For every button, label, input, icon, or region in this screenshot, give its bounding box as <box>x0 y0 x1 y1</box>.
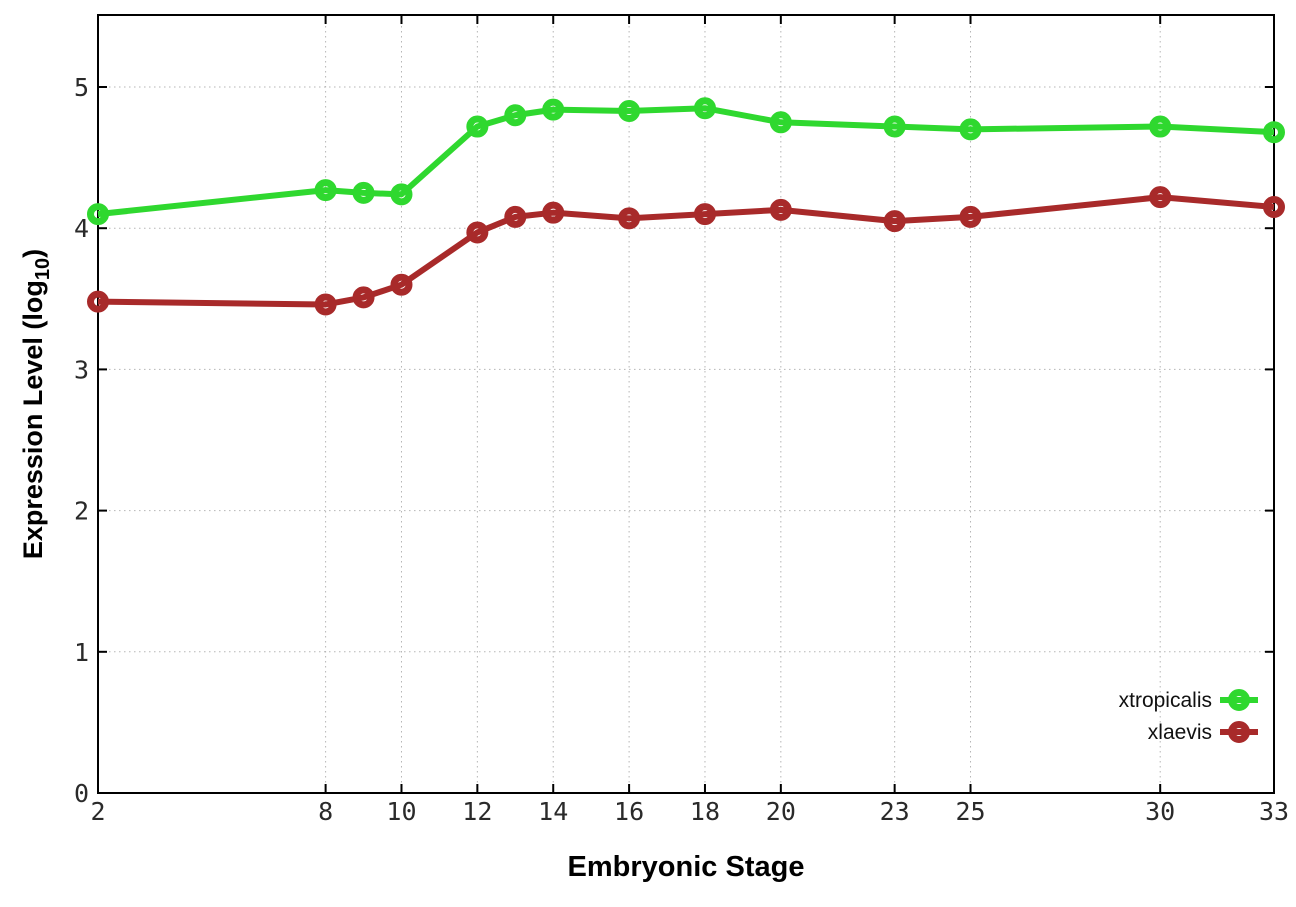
data-point-xtropicalis <box>352 181 375 204</box>
y-tick-label: 3 <box>74 355 89 384</box>
x-tick-label: 8 <box>318 797 333 826</box>
data-point-xlaevis <box>883 210 906 233</box>
x-tick-label: 14 <box>538 797 568 826</box>
plot-border <box>97 14 1275 794</box>
data-point-xlaevis <box>466 221 489 244</box>
data-point-xtropicalis <box>693 97 716 120</box>
legend-sample-marker-xtropicalis <box>1228 689 1250 711</box>
y-tick-label: 0 <box>74 779 89 808</box>
x-tick-label: 20 <box>766 797 796 826</box>
data-point-xlaevis <box>314 293 337 316</box>
data-point-xlaevis <box>504 205 527 228</box>
x-tick-label: 33 <box>1259 797 1289 826</box>
x-tick-label: 12 <box>462 797 492 826</box>
x-axis-title: Embryonic Stage <box>568 851 805 883</box>
y-axis-title-subscript: 10 <box>32 258 54 280</box>
data-point-xlaevis <box>87 290 109 313</box>
series-line-xlaevis <box>97 194 1275 308</box>
data-point-xtropicalis <box>1149 115 1172 138</box>
data-point-xtropicalis <box>1263 121 1285 144</box>
legend-label-xlaevis: xlaevis <box>1148 721 1212 744</box>
data-point-xtropicalis <box>390 183 413 206</box>
y-tick-label: 1 <box>74 638 89 667</box>
series-layer <box>87 97 1285 316</box>
data-point-xtropicalis <box>504 104 527 127</box>
y-tick-label: 4 <box>74 214 89 243</box>
data-point-xlaevis <box>1149 186 1172 209</box>
data-point-xtropicalis <box>769 111 792 134</box>
x-tick-label: 30 <box>1145 797 1175 826</box>
data-point-xtropicalis <box>883 115 906 138</box>
data-point-xlaevis <box>390 273 413 296</box>
data-point-xtropicalis <box>959 118 982 141</box>
y-axis-title-main: Expression Level (log <box>18 280 48 559</box>
data-point-xlaevis <box>618 207 641 230</box>
y-axis-title: Expression Level (log10) <box>18 249 54 559</box>
legend-sample-marker-xlaevis <box>1228 721 1250 743</box>
y-axis-title-close: ) <box>18 249 48 258</box>
legend: xtropicalis xlaevis <box>1119 689 1258 744</box>
data-point-xlaevis <box>959 205 982 228</box>
x-tick-label: 10 <box>386 797 416 826</box>
data-point-xtropicalis <box>87 203 109 226</box>
x-tick-label: 2 <box>90 797 105 826</box>
x-tick-label: 25 <box>955 797 985 826</box>
x-tick-label: 16 <box>614 797 644 826</box>
series-line-xtropicalis <box>97 105 1275 218</box>
data-point-xtropicalis <box>314 179 337 202</box>
data-point-xtropicalis <box>466 115 489 138</box>
data-point-xlaevis <box>693 203 716 226</box>
y-tick-label: 2 <box>74 497 89 526</box>
x-tick-label: 18 <box>690 797 720 826</box>
x-tick-label: 23 <box>880 797 910 826</box>
grid-layer <box>99 16 1273 792</box>
plot-frame <box>97 14 1275 794</box>
data-point-xtropicalis <box>618 100 641 123</box>
data-point-xlaevis <box>769 198 792 221</box>
data-point-xlaevis <box>542 201 565 224</box>
data-point-xtropicalis <box>542 98 565 121</box>
data-point-xlaevis <box>352 286 375 309</box>
legend-label-xtropicalis: xtropicalis <box>1119 689 1212 712</box>
y-tick-label: 5 <box>74 73 89 102</box>
data-point-xlaevis <box>1263 196 1285 219</box>
